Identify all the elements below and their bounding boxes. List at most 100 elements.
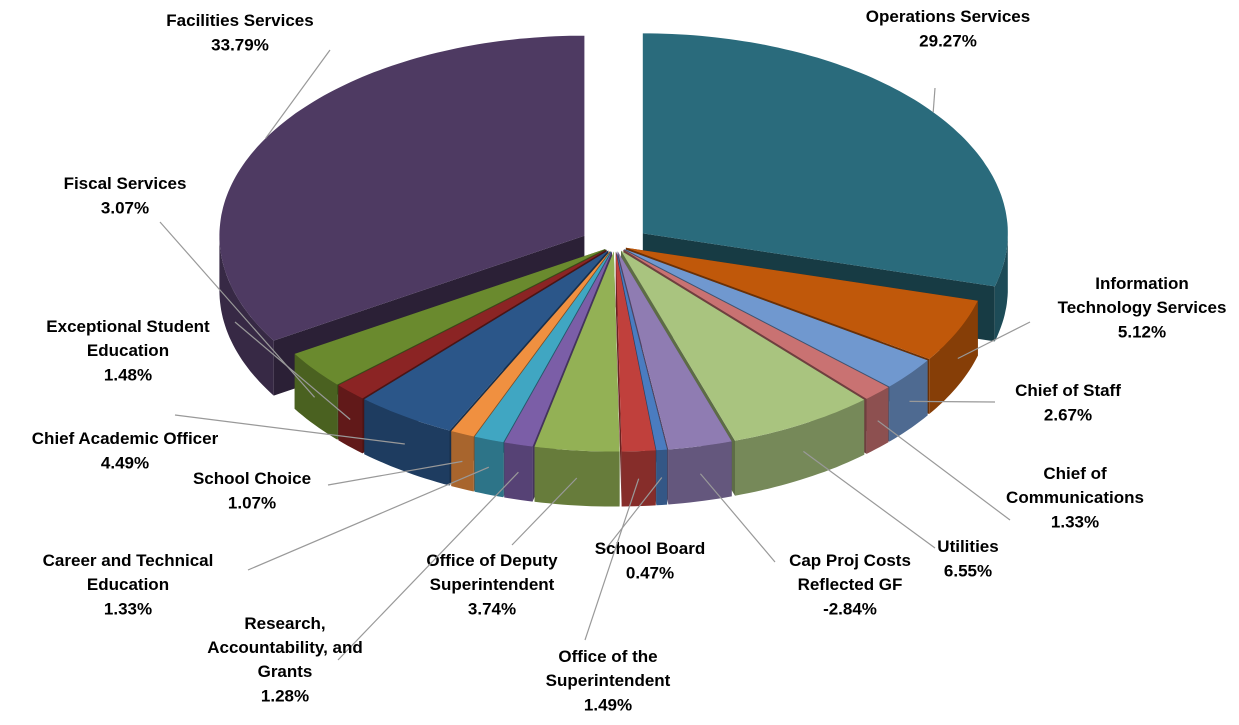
leader-line — [327, 460, 463, 486]
slice-side — [735, 399, 865, 496]
leader-line — [159, 221, 316, 398]
slice-side — [534, 446, 620, 507]
value-label: 1.48% — [104, 365, 152, 384]
slice-side — [621, 450, 656, 507]
value-label: 0.47% — [626, 563, 674, 582]
slice-label: Career and Technical Education — [43, 551, 214, 594]
slice-top — [642, 33, 1008, 287]
slice-top — [451, 251, 611, 437]
slice-top — [616, 251, 668, 451]
label-line: Technology Services — [1058, 298, 1227, 317]
value-label: 1.33% — [104, 599, 152, 618]
slice-top — [625, 247, 978, 359]
value-label: 1.28% — [261, 686, 309, 705]
label-line: Grants — [258, 662, 313, 681]
label-line: Superintendent — [430, 575, 555, 594]
slice-top — [623, 249, 889, 399]
slice-side — [451, 431, 474, 492]
slice-top — [504, 251, 612, 447]
leader-line — [932, 87, 936, 113]
slice-side — [889, 360, 928, 442]
value-label: 2.67% — [1044, 405, 1092, 424]
value-label: -2.84% — [823, 599, 877, 618]
label-line: Research, — [244, 614, 325, 633]
label-line: Exceptional Student — [46, 317, 210, 336]
slice-label: Exceptional Student Education — [46, 317, 210, 360]
slice-label: Research, Accountability, and Grants — [207, 614, 363, 681]
slice-top — [617, 251, 732, 450]
leader-line — [909, 400, 996, 403]
slice-side — [668, 441, 732, 505]
leader-line — [247, 466, 490, 571]
value-label: 33.79% — [211, 35, 269, 54]
label-line: Utilities — [937, 537, 998, 556]
slice-top — [219, 35, 585, 341]
slice-label: School Board — [595, 539, 706, 558]
label-line: Office of the — [558, 647, 657, 666]
slice-label: Office of Deputy Superintendent — [426, 551, 558, 594]
slice-label: Chief of Communications — [1006, 464, 1144, 507]
slice-side — [364, 399, 450, 486]
value-label: 5.12% — [1118, 322, 1166, 341]
slice — [534, 251, 620, 507]
label-line: Accountability, and — [207, 638, 363, 657]
leader-line — [337, 471, 519, 661]
label-line: Education — [87, 341, 169, 360]
label-line: Communications — [1006, 488, 1144, 507]
slice-side — [219, 235, 274, 396]
label-line: Operations Services — [866, 7, 1030, 26]
leader-line — [234, 321, 351, 420]
label-line: Office of Deputy — [426, 551, 558, 570]
leader-line — [699, 473, 776, 563]
slice-label: Information Technology Services — [1058, 274, 1227, 317]
slice-top — [615, 251, 656, 452]
leader-line — [511, 477, 578, 546]
slice-side — [656, 449, 668, 506]
leader-line — [604, 477, 663, 551]
leader-line — [174, 414, 405, 445]
value-label: 3.07% — [101, 198, 149, 217]
slice-label: School Choice — [193, 469, 311, 488]
label-line: Reflected GF — [798, 575, 903, 594]
slice-side — [474, 436, 504, 498]
slice-top — [364, 250, 609, 431]
label-line: Fiscal Services — [64, 174, 187, 193]
label-line: Chief of Staff — [1015, 381, 1121, 400]
slice-side — [504, 442, 533, 502]
slice-top — [624, 249, 928, 387]
slice-top — [534, 251, 620, 452]
label-line: Facilities Services — [166, 11, 313, 30]
label-line: Superintendent — [546, 671, 671, 690]
slice-side — [929, 300, 978, 414]
slice-label: Chief of Staff — [1015, 381, 1121, 400]
leader-line — [584, 478, 640, 641]
leader-line — [803, 450, 936, 549]
slice-side — [294, 353, 338, 440]
value-label: 29.27% — [919, 31, 977, 50]
label-line: Chief of — [1043, 464, 1107, 483]
slice-top — [474, 251, 611, 443]
slice-label: Facilities Services — [166, 11, 313, 30]
value-label: 1.49% — [584, 695, 632, 714]
value-label: 4.49% — [101, 453, 149, 472]
slice-label: Office of the Superintendent — [546, 647, 671, 690]
label-line: School Board — [595, 539, 706, 558]
label-line: Education — [87, 575, 169, 594]
value-label: 1.07% — [228, 493, 276, 512]
value-label: 6.55% — [944, 561, 992, 580]
label-line: Career and Technical — [43, 551, 214, 570]
slice-label: Chief Academic Officer — [32, 429, 219, 448]
slice-label: Utilities — [937, 537, 998, 556]
label-line: Information — [1095, 274, 1189, 293]
slice — [615, 251, 656, 507]
slice-face — [615, 251, 622, 507]
label-line: Cap Proj Costs — [789, 551, 911, 570]
slice-top — [338, 249, 607, 399]
slice-top — [621, 250, 865, 441]
leader-line — [957, 321, 1031, 360]
leader-line — [877, 420, 1011, 521]
slice-label: Operations Services — [866, 7, 1030, 26]
slice-side — [994, 233, 1008, 342]
value-label: 3.74% — [468, 599, 516, 618]
